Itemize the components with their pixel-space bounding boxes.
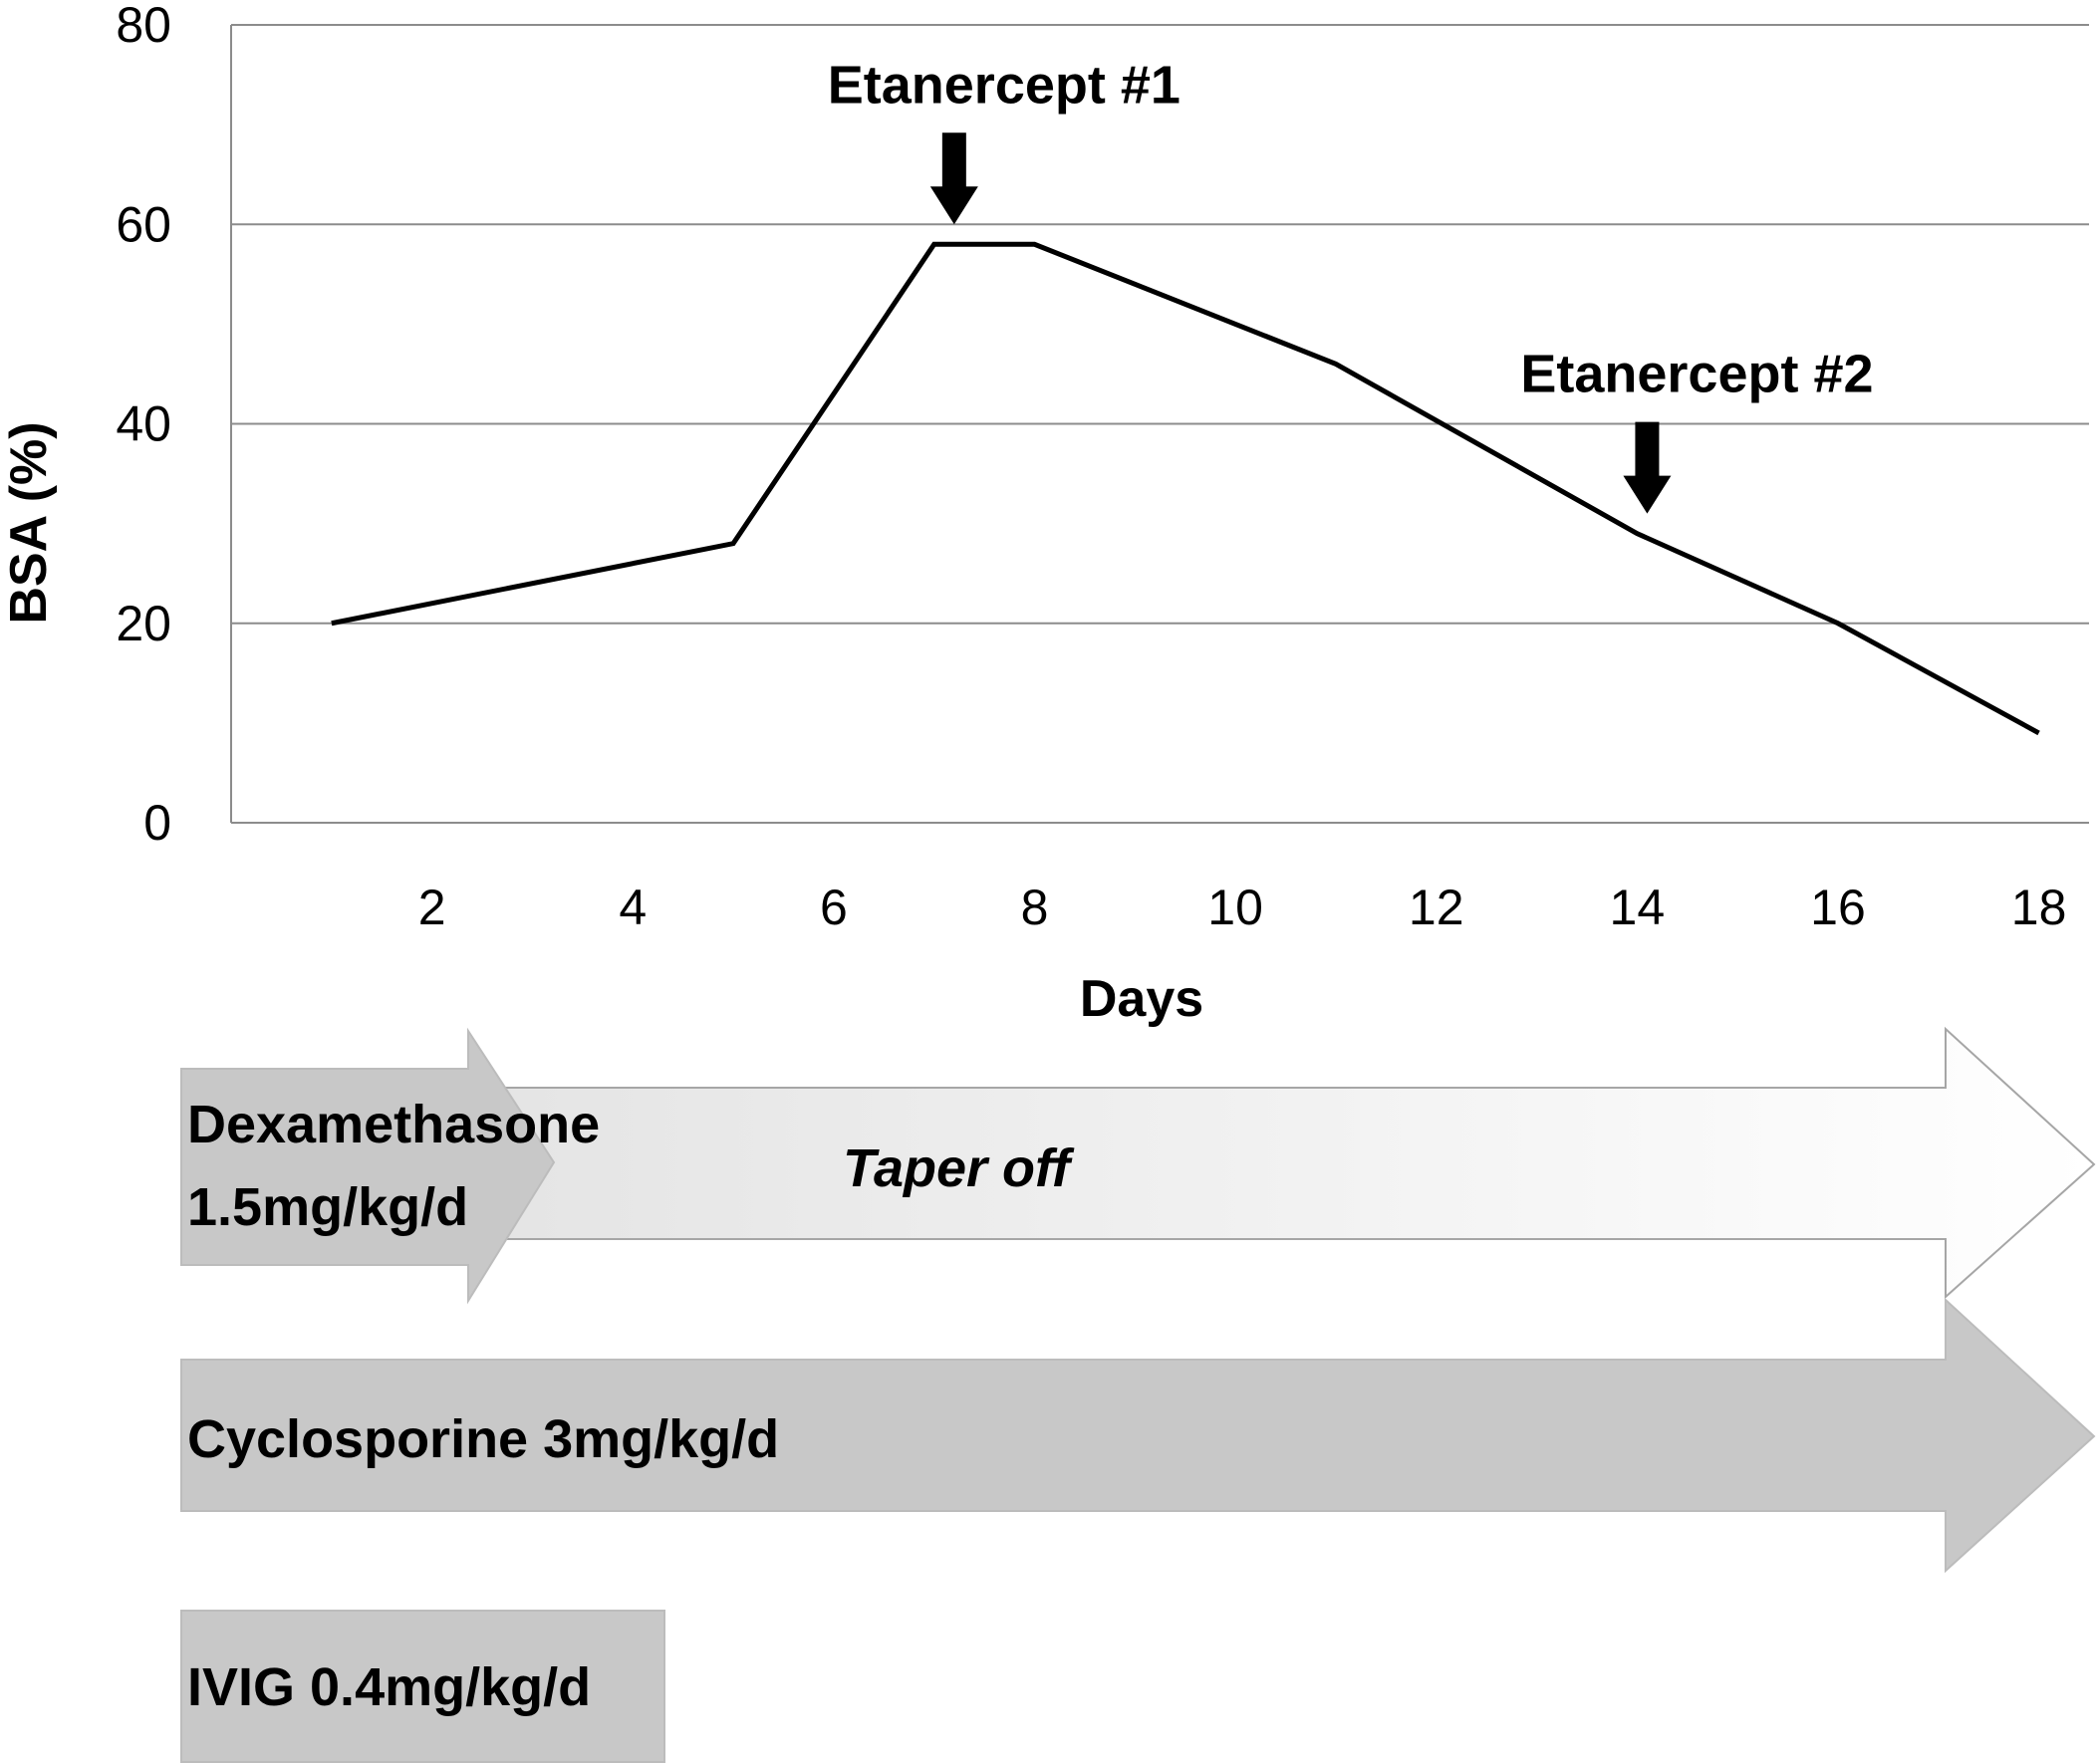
- annotation-2: Etanercept #2: [1520, 345, 1874, 514]
- x-tick-label-8: 8: [1021, 880, 1049, 935]
- x-tick-label-2: 2: [418, 880, 446, 935]
- y-tick-label-80: 80: [116, 0, 171, 53]
- y-tick-label-40: 40: [116, 396, 171, 452]
- y-tick-label-20: 20: [116, 596, 171, 651]
- x-tick-label-16: 16: [1810, 880, 1866, 935]
- grid-lines: [231, 24, 2089, 824]
- y-tick-label-0: 0: [143, 795, 171, 851]
- taper-off-arrow: [467, 1026, 2096, 1300]
- cyclosporine-arrow: [180, 1297, 2096, 1574]
- annotation-arrow-icon-1: [929, 132, 978, 225]
- dexamethasone-label: Dexamethasone: [187, 1095, 600, 1154]
- annotation-1: Etanercept #1: [828, 55, 1180, 225]
- x-tick-label-12: 12: [1409, 880, 1464, 935]
- annotation-arrow-icon-2: [1623, 421, 1672, 514]
- x-axis-title: Days: [1080, 970, 1203, 1028]
- treatment-timeline: Taper off Dexamethasone 1.5mg/kg/d Cyclo…: [180, 1026, 2096, 1763]
- annotations: Etanercept #1 Etanercept #2: [828, 55, 1874, 514]
- ivig-box: [180, 1610, 665, 1763]
- y-axis-title: BSA (%): [0, 421, 58, 624]
- annotation-label-2: Etanercept #2: [1520, 345, 1873, 404]
- dexamethasone-dose-label: 1.5mg/kg/d: [187, 1177, 468, 1237]
- y-tick-label-60: 60: [116, 196, 171, 252]
- x-tick-label-10: 10: [1207, 880, 1263, 935]
- x-tick-label-18: 18: [2011, 880, 2067, 935]
- x-tick-label-14: 14: [1610, 880, 1666, 935]
- annotation-label-1: Etanercept #1: [828, 55, 1180, 115]
- cyclosporine-label: Cyclosporine 3mg/kg/d: [187, 1409, 779, 1469]
- x-tick-label-6: 6: [820, 880, 848, 935]
- x-axis-ticks: 2 4 6 8 10 12 14 16 18: [418, 880, 2067, 935]
- taper-off-label: Taper off: [843, 1138, 1075, 1198]
- y-axis-ticks: 0 20 40 60 80: [116, 0, 171, 851]
- x-tick-label-4: 4: [619, 880, 647, 935]
- bsa-series-line: [331, 241, 2040, 736]
- dexamethasone-arrow: [180, 1027, 556, 1305]
- ivig-label: IVIG 0.4mg/kg/d: [187, 1657, 591, 1717]
